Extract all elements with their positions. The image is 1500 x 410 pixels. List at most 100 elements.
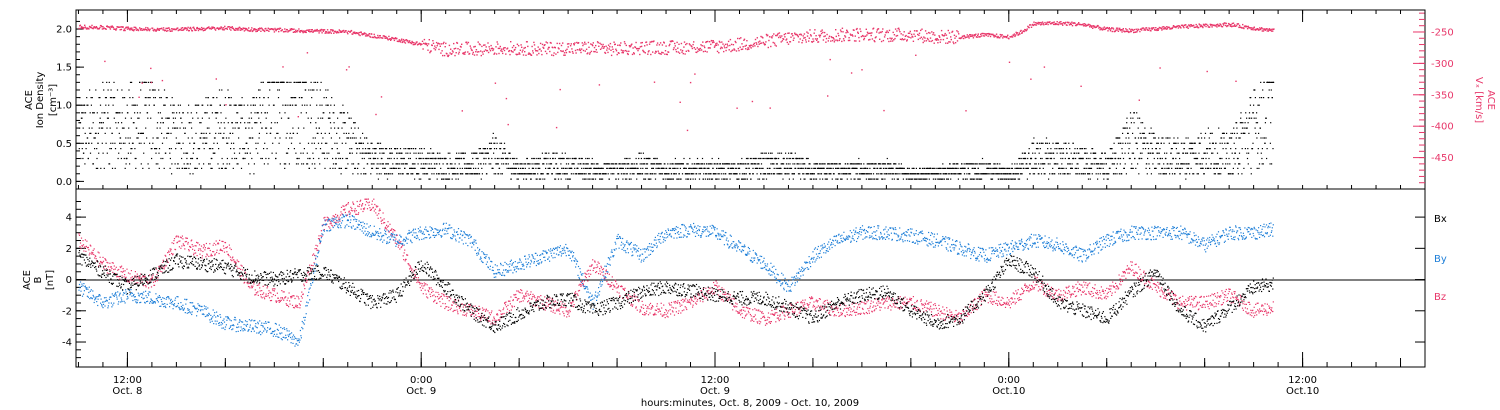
density-point	[1210, 163, 1212, 165]
vx-point	[151, 27, 154, 29]
density-point	[388, 173, 390, 175]
density-point	[532, 157, 534, 160]
density-point	[453, 173, 456, 175]
density-point	[828, 163, 830, 165]
density-point	[567, 157, 569, 160]
vx-point	[457, 53, 460, 55]
density-point	[886, 157, 888, 160]
density-point	[162, 157, 164, 160]
density-point	[940, 167, 942, 169]
density-point	[95, 89, 97, 91]
density-point	[978, 178, 981, 180]
density-point	[525, 163, 527, 165]
density-point	[819, 167, 821, 169]
density-point	[993, 167, 995, 169]
density-point	[435, 157, 437, 160]
density-point	[576, 173, 578, 175]
density-point	[183, 127, 185, 129]
density-point	[935, 178, 937, 180]
density-point	[1073, 157, 1075, 160]
density-point	[526, 157, 528, 160]
vx-point	[504, 47, 506, 49]
density-point	[524, 163, 526, 165]
density-point	[436, 178, 438, 180]
density-point	[206, 127, 208, 129]
density-point	[1231, 152, 1233, 154]
density-point	[159, 97, 161, 99]
density-point	[870, 173, 872, 175]
density-point	[495, 137, 497, 139]
density-point	[849, 167, 851, 169]
density-point	[289, 132, 291, 134]
density-point	[1118, 157, 1120, 160]
density-point	[119, 137, 122, 139]
density-point	[260, 122, 262, 124]
vx-point	[258, 29, 260, 31]
density-point	[290, 97, 292, 99]
density-point	[359, 142, 361, 144]
density-point	[897, 173, 899, 175]
density-point	[480, 163, 482, 165]
density-point	[464, 167, 466, 169]
density-point	[644, 163, 646, 165]
vx-point	[260, 30, 262, 32]
density-point	[1247, 148, 1249, 150]
density-point	[93, 137, 95, 139]
density-point	[333, 112, 335, 114]
density-point	[926, 178, 928, 180]
density-point	[345, 132, 347, 134]
density-point	[326, 152, 328, 154]
density-point	[1067, 157, 1070, 160]
vx-point	[408, 41, 410, 43]
vx-point	[466, 43, 468, 45]
vx-point	[522, 54, 525, 56]
density-point	[1020, 167, 1022, 169]
density-point	[1152, 152, 1154, 154]
density-point	[1051, 152, 1053, 154]
density-point	[742, 178, 744, 180]
vx-point	[573, 43, 575, 45]
density-point	[1061, 152, 1063, 154]
density-point	[1030, 157, 1033, 160]
density-point	[693, 173, 695, 175]
density-point	[838, 167, 840, 169]
density-point	[1057, 163, 1059, 165]
density-point	[1124, 142, 1127, 144]
vx-point	[487, 51, 490, 54]
vx-point	[579, 48, 581, 50]
density-point	[1084, 167, 1086, 169]
density-point	[894, 173, 897, 175]
density-point	[79, 97, 81, 99]
density-point	[1235, 148, 1237, 150]
density-point	[786, 157, 788, 160]
density-point	[160, 122, 162, 124]
density-point	[579, 157, 581, 160]
density-point	[1195, 152, 1197, 154]
density-point	[196, 157, 198, 160]
density-point	[1269, 81, 1271, 83]
density-point	[310, 117, 312, 119]
density-point	[374, 148, 376, 150]
density-point	[217, 163, 219, 165]
density-point	[770, 152, 772, 154]
density-point	[624, 163, 626, 165]
density-point	[1125, 127, 1127, 129]
density-point	[852, 163, 855, 165]
density-point	[363, 157, 365, 160]
density-point	[94, 148, 96, 150]
density-point	[1090, 167, 1093, 169]
vx-point	[148, 29, 151, 32]
vx-point	[298, 28, 300, 30]
density-point	[781, 173, 783, 175]
vx-point	[409, 40, 411, 42]
density-point	[631, 167, 633, 169]
density-point	[98, 97, 100, 99]
density-point	[461, 167, 463, 169]
vx-point	[298, 30, 301, 32]
density-point	[1132, 152, 1135, 154]
density-point	[189, 163, 191, 165]
density-point	[237, 112, 239, 114]
density-point	[620, 173, 622, 175]
density-point	[211, 112, 213, 114]
density-point	[1165, 137, 1167, 139]
